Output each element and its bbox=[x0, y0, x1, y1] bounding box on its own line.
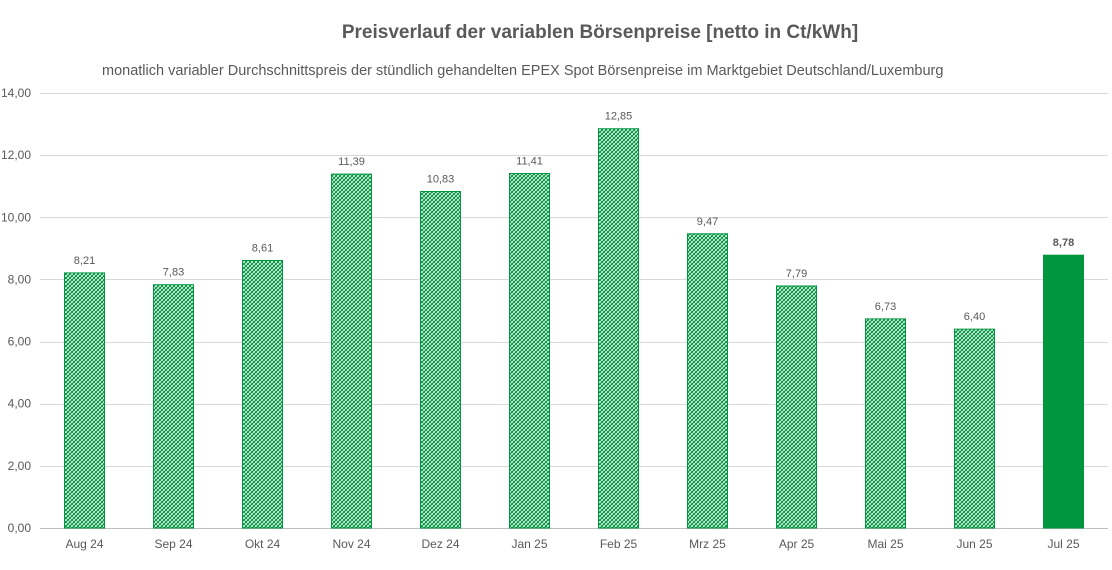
y-tick-label: 6,00 bbox=[8, 335, 32, 349]
x-tick-label: Okt 24 bbox=[245, 537, 281, 551]
x-tick-label: Jan 25 bbox=[511, 537, 547, 551]
bar-feb-25 bbox=[598, 128, 639, 529]
y-tick-label: 14,00 bbox=[1, 86, 31, 100]
x-tick-label: Jul 25 bbox=[1047, 537, 1079, 551]
y-tick-label: 0,00 bbox=[8, 521, 32, 535]
x-tick-label: Dez 24 bbox=[421, 537, 459, 551]
y-tick-label: 4,00 bbox=[8, 397, 32, 411]
data-label: 6,40 bbox=[964, 311, 985, 323]
data-label: 6,73 bbox=[875, 301, 896, 313]
bar-jan-25 bbox=[509, 172, 550, 529]
bar-apr-25 bbox=[776, 285, 817, 529]
y-tick-label: 12,00 bbox=[1, 148, 31, 162]
data-label: 9,47 bbox=[697, 216, 718, 228]
bar-dez-24 bbox=[420, 190, 461, 529]
x-tick-label: Nov 24 bbox=[332, 537, 370, 551]
bar-okt-24 bbox=[242, 259, 283, 529]
bar-nov-24 bbox=[331, 173, 372, 529]
data-label: 12,85 bbox=[605, 111, 633, 123]
x-axis-ticks: Aug 24 Sep 24 Okt 24 Nov 24 Dez 24 Jan 25 Feb … bbox=[65, 537, 1079, 551]
data-label: 8,61 bbox=[252, 242, 273, 254]
data-label: 7,79 bbox=[786, 268, 807, 280]
data-label: 11,39 bbox=[338, 156, 365, 168]
bar-jun-25 bbox=[954, 328, 995, 529]
x-tick-label: Feb 25 bbox=[600, 537, 638, 551]
bar-jul-25 bbox=[1043, 254, 1084, 529]
y-tick-label: 8,00 bbox=[8, 272, 32, 286]
bar-mrz-25 bbox=[687, 233, 728, 529]
data-labels: 8,21 7,83 8,61 11,39 10,83 11,41 12,85 9,47 7,79… bbox=[74, 111, 1074, 323]
bar-mai-25 bbox=[865, 318, 906, 529]
bars bbox=[64, 128, 1084, 529]
y-axis-ticks: 0,00 2,00 4,00 6,00 8,00 10,00 12,00 14,00 bbox=[1, 86, 31, 535]
y-tick-label: 2,00 bbox=[8, 459, 32, 473]
x-tick-label: Jun 25 bbox=[956, 537, 992, 551]
data-label: 11,41 bbox=[516, 155, 543, 167]
y-tick-label: 10,00 bbox=[1, 210, 31, 224]
x-tick-label: Aug 24 bbox=[65, 537, 103, 551]
bar-aug-24 bbox=[64, 272, 105, 529]
data-label: 8,78 bbox=[1053, 237, 1074, 249]
x-tick-label: Sep 24 bbox=[154, 537, 192, 551]
x-tick-label: Mrz 25 bbox=[689, 537, 726, 551]
data-label: 8,21 bbox=[74, 255, 95, 267]
bar-sep-24 bbox=[153, 284, 194, 529]
chart-title: Preisverlauf der variablen Börsenpreise … bbox=[341, 22, 859, 43]
x-tick-label: Mai 25 bbox=[867, 537, 903, 551]
data-label: 7,83 bbox=[163, 267, 184, 279]
chart-subtitle: monatlich variabler Durchschnittspreis d… bbox=[102, 63, 944, 79]
data-label: 10,83 bbox=[427, 173, 455, 185]
gridlines bbox=[40, 93, 1108, 529]
x-tick-label: Apr 25 bbox=[779, 537, 815, 551]
